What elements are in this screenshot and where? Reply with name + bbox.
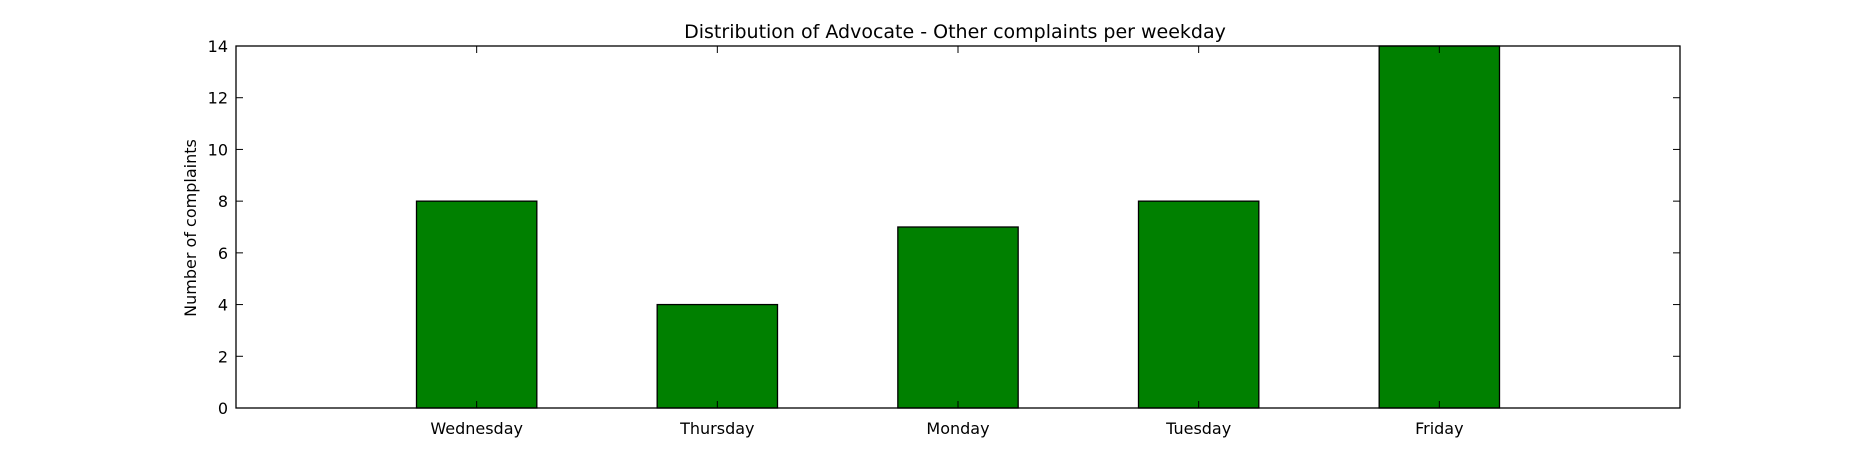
y-tick-label-6: 6 xyxy=(218,244,228,263)
y-tick-label-14: 14 xyxy=(208,37,228,56)
y-tick-label-8: 8 xyxy=(218,192,228,211)
bar-thursday xyxy=(656,303,779,409)
y-tick-label-4: 4 xyxy=(218,296,228,315)
bars-layer xyxy=(415,45,1501,409)
y-tick-label-10: 10 xyxy=(208,140,228,159)
ticks-layer: Wednesday Thursday Monday Tuesday Friday 0 2 4 6… xyxy=(208,37,1680,438)
x-tick-label-monday: Monday xyxy=(926,419,989,438)
chart-title: Distribution of Advocate - Other complai… xyxy=(684,21,1226,43)
y-tick-label-0: 0 xyxy=(218,399,228,418)
x-tick-label-wednesday: Wednesday xyxy=(430,419,523,438)
x-tick-label-thursday: Thursday xyxy=(679,419,754,438)
plot-area-frame xyxy=(235,45,1681,409)
x-tick-label-tuesday: Tuesday xyxy=(1165,419,1231,438)
y-tick-label-2: 2 xyxy=(218,347,228,366)
bar-tuesday xyxy=(1137,200,1260,409)
bar-friday xyxy=(1378,45,1501,409)
y-tick-label-12: 12 xyxy=(208,89,228,108)
bar-monday xyxy=(897,226,1019,409)
y-axis-label: Number of complaints xyxy=(181,139,200,317)
bar-wednesday xyxy=(415,200,538,409)
x-tick-label-friday: Friday xyxy=(1415,419,1464,438)
